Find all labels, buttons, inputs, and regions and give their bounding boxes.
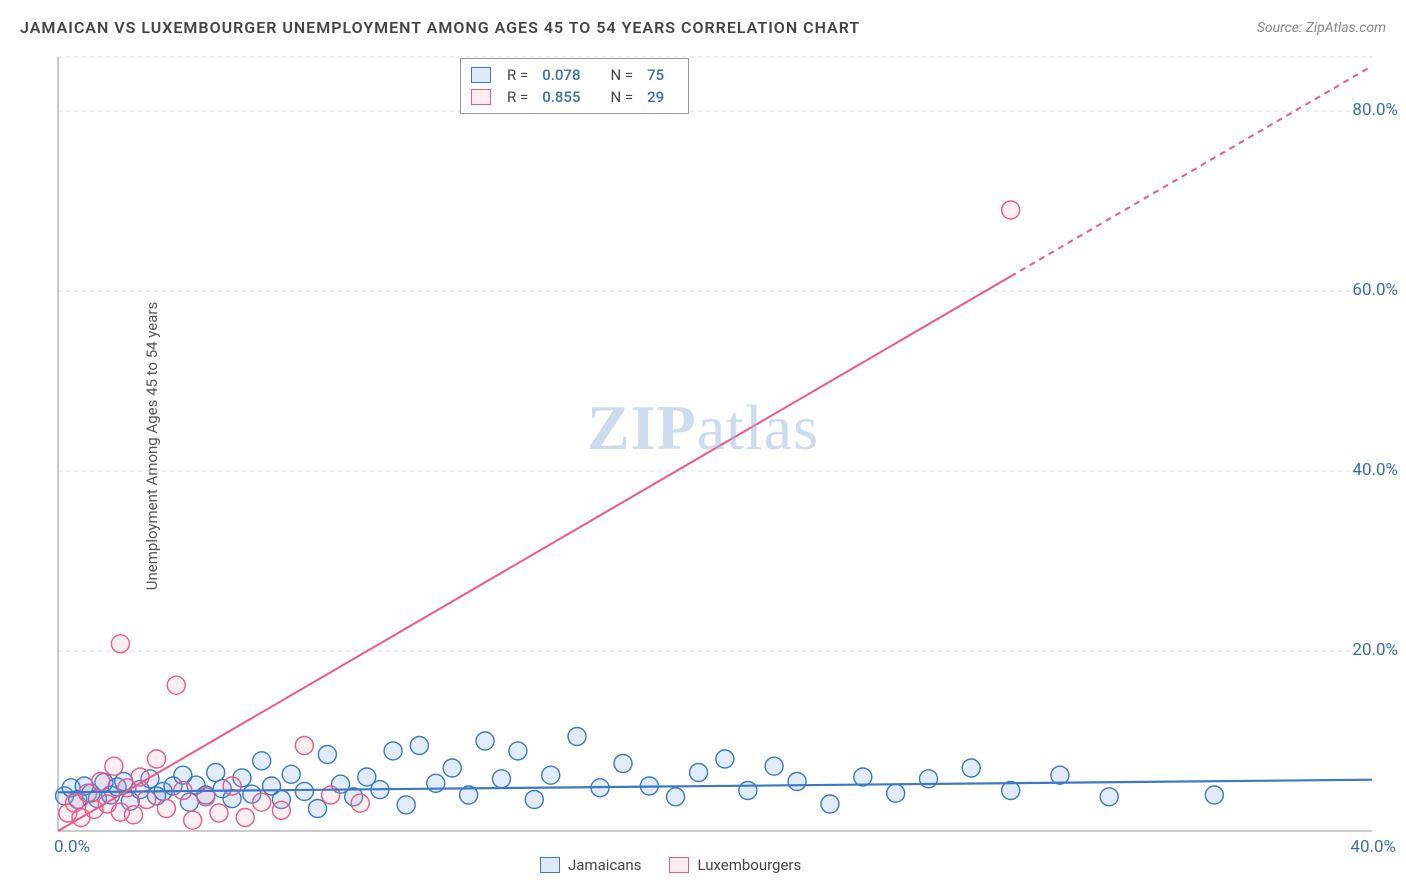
r-value-jamaicans: 0.078 bbox=[542, 66, 580, 84]
legend-swatch-luxembourgers bbox=[471, 89, 491, 105]
r-label: R = bbox=[507, 88, 528, 106]
legend-row-luxembourgers: R = 0.855 N = 29 bbox=[471, 86, 678, 108]
legend-item-jamaicans: Jamaicans bbox=[540, 856, 641, 874]
r-label: R = bbox=[507, 66, 528, 84]
source-attribution: Source: ZipAtlas.com bbox=[1257, 20, 1386, 36]
chart-title: JAMAICAN VS LUXEMBOURGER UNEMPLOYMENT AM… bbox=[20, 18, 860, 37]
x-axis-origin-label: 0.0% bbox=[54, 837, 90, 857]
legend-row-jamaicans: R = 0.078 N = 75 bbox=[471, 64, 678, 86]
n-label: N = bbox=[610, 88, 633, 106]
r-value-luxembourgers: 0.855 bbox=[542, 88, 580, 106]
plot-svg bbox=[50, 55, 1380, 845]
scatter-plot bbox=[50, 55, 1380, 845]
correlation-legend: R = 0.078 N = 75 R = 0.855 N = 29 bbox=[460, 58, 689, 114]
series-legend: Jamaicans Luxembourgers bbox=[540, 856, 801, 874]
legend-label-luxembourgers: Luxembourgers bbox=[697, 856, 801, 874]
legend-swatch-jamaicans bbox=[540, 857, 560, 873]
legend-swatch-jamaicans bbox=[471, 67, 491, 83]
y-tick-label: 80.0% bbox=[1352, 100, 1398, 120]
y-tick-label: 40.0% bbox=[1352, 460, 1398, 480]
n-value-jamaicans: 75 bbox=[647, 66, 664, 84]
y-tick-label: 20.0% bbox=[1352, 640, 1398, 660]
legend-swatch-luxembourgers bbox=[669, 857, 689, 873]
y-tick-label: 60.0% bbox=[1352, 280, 1398, 300]
legend-item-luxembourgers: Luxembourgers bbox=[669, 856, 801, 874]
x-axis-max-label: 40.0% bbox=[1350, 837, 1396, 857]
n-label: N = bbox=[610, 66, 633, 84]
legend-label-jamaicans: Jamaicans bbox=[568, 856, 641, 874]
n-value-luxembourgers: 29 bbox=[647, 88, 664, 106]
